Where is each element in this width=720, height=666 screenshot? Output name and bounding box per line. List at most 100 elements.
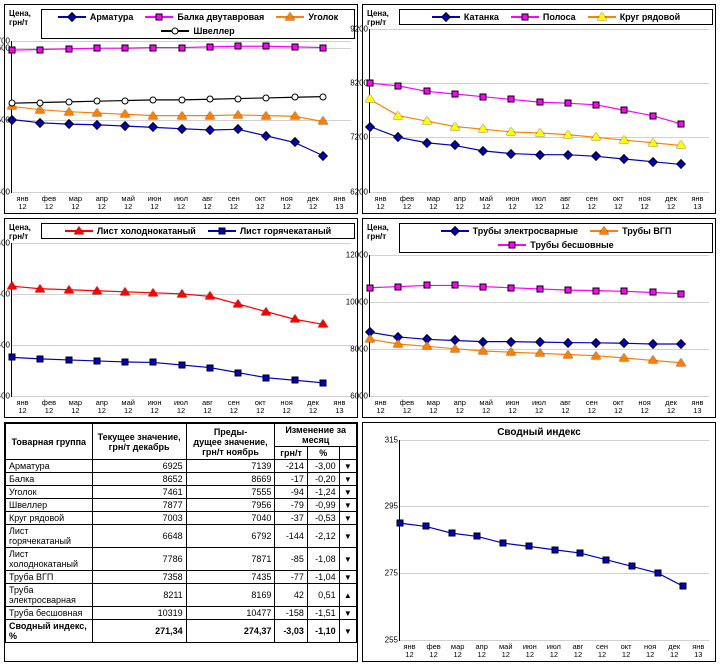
cell-pct: -1,51 — [307, 607, 339, 620]
plot-area: 6200720082009200 — [369, 29, 709, 193]
data-point — [263, 94, 270, 101]
data-point — [122, 97, 129, 104]
cell-delta: -214 — [275, 460, 307, 473]
data-point — [318, 117, 328, 125]
legend-label: Арматура — [90, 12, 133, 22]
data-point — [448, 530, 455, 537]
cell-name: Уголок — [6, 486, 93, 499]
x-tick: янв 13 — [328, 399, 351, 416]
legend-item: Швеллер — [161, 26, 234, 36]
data-point — [628, 563, 635, 570]
legend: Лист холоднокатаныйЛист горячекатаный — [41, 223, 355, 239]
table-row: Труба электросварная82118169420,51▲ — [6, 584, 357, 607]
cell-name: Лист горячекатаный — [6, 525, 93, 548]
table-row: Труба бесшовная1031910477-158-1,51▼ — [6, 607, 357, 620]
cell-prev: 8669 — [186, 473, 275, 486]
data-point — [35, 284, 45, 292]
y-axis-label — [365, 440, 399, 659]
table-row: Швеллер78777956-79-0,99▼ — [6, 499, 357, 512]
data-point — [65, 45, 72, 52]
y-tick: 9200 — [340, 25, 368, 34]
x-axis: янв 12фев 12мар 12апр 12май 12июн 12июл … — [369, 195, 709, 212]
chart-4: Цена,грн/тТрубы электросварныеТрубы ВГПТ… — [362, 218, 716, 418]
cell-prev: 10477 — [186, 607, 275, 620]
cell-current: 8211 — [92, 584, 186, 607]
data-point — [319, 44, 326, 51]
x-axis: янв 12фев 12мар 12апр 12май 12июн 12июл … — [399, 643, 709, 660]
legend-label: Трубы электросварные — [473, 226, 578, 236]
cell-arrow: ▼ — [339, 548, 356, 571]
cell-current: 7003 — [92, 512, 186, 525]
y-tick: 10000 — [340, 297, 368, 306]
data-point — [593, 287, 600, 294]
cell-prev: 7040 — [186, 512, 275, 525]
cell-pct: 0,51 — [307, 584, 339, 607]
data-point — [395, 82, 402, 89]
data-point — [676, 358, 686, 366]
cell-name: Швеллер — [6, 499, 93, 512]
data-point — [148, 111, 158, 119]
x-tick: фев 12 — [423, 643, 444, 660]
cell-delta: -77 — [275, 571, 307, 584]
y-axis-label: Цена,грн/т — [7, 7, 41, 29]
data-table: Товарная группаТекущее значение, грн/т д… — [4, 422, 358, 662]
x-tick: янв 12 — [399, 643, 420, 660]
cell-name: Труба электросварная — [6, 584, 93, 607]
cell-arrow: ▼ — [339, 460, 356, 473]
x-tick: дек 12 — [659, 195, 682, 212]
data-point — [64, 107, 74, 115]
chart-2: Цена,грн/тКатанкаПолосаКруг рядовой62007… — [362, 4, 716, 214]
x-tick: апр 12 — [448, 195, 471, 212]
x-tick: май 12 — [117, 399, 140, 416]
data-point — [235, 95, 242, 102]
y-tick: 6400 — [0, 187, 10, 196]
x-tick: сен 12 — [580, 399, 603, 416]
x-tick: янв 12 — [369, 399, 392, 416]
data-point — [64, 285, 74, 293]
cell-delta: -37 — [275, 512, 307, 525]
y-tick: 6200 — [340, 187, 368, 196]
plot-area: 255275295315 — [399, 440, 709, 641]
data-point — [37, 355, 44, 362]
data-point — [397, 520, 404, 527]
data-point — [318, 320, 328, 328]
x-tick: апр 12 — [90, 195, 113, 212]
data-point — [506, 127, 516, 135]
data-point — [474, 533, 481, 540]
data-point — [261, 111, 271, 119]
data-point — [93, 357, 100, 364]
x-tick: сен 12 — [592, 643, 613, 660]
cell-arrow: ▼ — [339, 486, 356, 499]
x-tick: май 12 — [475, 195, 498, 212]
data-point — [677, 120, 684, 127]
data-point — [648, 138, 658, 146]
data-point — [591, 133, 601, 141]
x-tick: фев 12 — [395, 399, 418, 416]
x-tick: июл 12 — [527, 399, 550, 416]
legend-item: Трубы бесшовные — [498, 240, 613, 250]
data-point — [393, 111, 403, 119]
y-tick: 275 — [370, 568, 398, 577]
table-row: Уголок74617555-94-1,24▼ — [6, 486, 357, 499]
y-axis-label: Цена,грн/т — [365, 221, 399, 243]
data-point — [235, 43, 242, 50]
cell-prev: 7871 — [186, 548, 275, 571]
data-point — [319, 93, 326, 100]
x-tick: ноя 12 — [275, 195, 298, 212]
data-point — [480, 93, 487, 100]
x-tick: мар 12 — [447, 643, 468, 660]
legend-item: Арматура — [58, 12, 133, 22]
legend-item: Полоса — [511, 12, 576, 22]
cell-pct: -3,00 — [307, 460, 339, 473]
x-tick: фев 12 — [395, 195, 418, 212]
cell-arrow: ▼ — [339, 525, 356, 548]
legend-item: Балка двутавровая — [145, 12, 264, 22]
data-point — [365, 95, 375, 103]
data-point — [451, 282, 458, 289]
cell-pct: -1,08 — [307, 548, 339, 571]
cell-prev: 8169 — [186, 584, 275, 607]
x-tick: авг 12 — [196, 195, 219, 212]
data-point — [450, 122, 460, 130]
data-point — [150, 96, 157, 103]
data-point — [148, 288, 158, 296]
